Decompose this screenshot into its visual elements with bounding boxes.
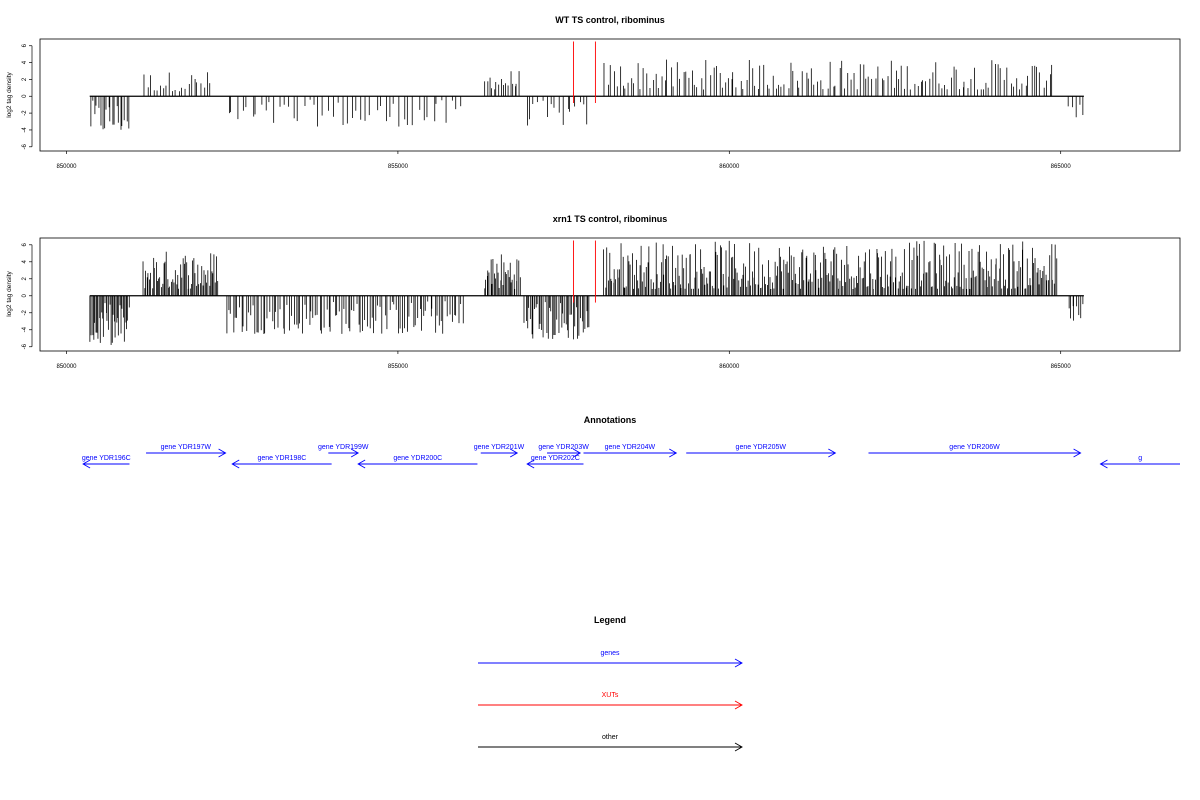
wt-y-tick-label: 2	[22, 77, 28, 81]
wt-x-tick-label: 855000	[388, 164, 409, 170]
gene-label: gene YDR205W	[736, 444, 787, 451]
gene-arrow: gene YDR198C	[231, 455, 332, 469]
gene-arrow: g	[1099, 455, 1180, 469]
gene-arrow-head	[572, 448, 582, 458]
wt-y-tick-label: 0	[22, 94, 28, 98]
gene-arrow-head	[218, 448, 227, 458]
gene-label: gene YDR201W	[474, 444, 525, 451]
gene-label: gene YDR204W	[605, 444, 656, 451]
gene-label: gene YDR203W	[538, 444, 589, 451]
gene-arrow-head	[357, 459, 366, 469]
legend-arrow-head	[734, 742, 743, 752]
legend: Legend genes XUTs other	[478, 615, 743, 752]
xrn1-y-tick-label: 4	[22, 259, 28, 263]
legend-item: XUTs	[478, 692, 743, 710]
gene-arrow: gene YDR205W	[686, 444, 837, 458]
gene-arrow-head	[231, 459, 240, 469]
gene-arrow-head	[1073, 448, 1082, 458]
annotations-title: Annotations	[584, 415, 637, 425]
legend-arrow-head	[734, 658, 743, 668]
xrn1-x-tick-label: 850000	[56, 364, 77, 370]
wt-x-tick-label: 850000	[56, 164, 77, 170]
xrn1-y-axis: 6 4 2 0 -2 -4 -6	[22, 242, 33, 349]
gene-arrow: gene YDR204W	[583, 444, 678, 458]
wt-y-tick-label: -2	[22, 110, 28, 116]
xrn1-x-tick-label: 860000	[719, 364, 740, 370]
xrn1-track-panel: xrn1 TS control, ribominus log2 tag dens…	[6, 214, 1181, 370]
gene-arrow: gene YDR200C	[357, 455, 478, 469]
xrn1-y-tick-label: 0	[22, 293, 28, 297]
legend-item: other	[478, 734, 743, 752]
legend-item: genes	[478, 650, 743, 668]
wt-x-axis: 850000 855000 860000 865000	[56, 151, 1071, 170]
wt-y-tick-label: 6	[22, 43, 28, 47]
xrn1-x-axis: 850000 855000 860000 865000	[56, 351, 1071, 370]
xrn1-x-tick-label: 855000	[388, 364, 409, 370]
xrn1-y-tick-label: 2	[22, 276, 28, 280]
legend-title: Legend	[594, 615, 626, 625]
gene-arrow-head	[526, 459, 535, 469]
gene-arrows: gene YDR196C gene YDR197W gene YDR198C gene…	[82, 444, 1180, 469]
gene-arrow: gene YDR202C	[526, 455, 584, 469]
wt-y-tick-label: -4	[22, 127, 28, 133]
xrn1-plot-frame	[39, 237, 1181, 352]
wt-x-tick-label: 865000	[1051, 164, 1072, 170]
legend-label: other	[602, 734, 619, 741]
legend-arrow-head	[734, 700, 743, 710]
gene-label: gene YDR200C	[393, 455, 442, 462]
gene-label: gene YDR197W	[161, 444, 212, 451]
xrn1-y-tick-label: -4	[22, 326, 28, 332]
gene-arrow: gene YDR206W	[868, 444, 1082, 458]
wt-y-tick-label: 4	[22, 60, 28, 64]
gene-arrow: gene YDR201W	[474, 444, 525, 458]
gene-arrow: gene YDR197W	[146, 444, 227, 458]
xrn1-y-tick-label: -6	[22, 343, 28, 349]
legend-items: genes XUTs other	[478, 650, 743, 752]
gene-arrow: gene YDR203W	[538, 444, 589, 458]
wt-y-axis: 6 4 2 0 -2 -4 -6	[22, 43, 33, 149]
gene-label: g	[1138, 455, 1142, 462]
gene-label: gene YDR202C	[531, 455, 580, 462]
gene-arrow-head	[350, 448, 360, 458]
gene-label: gene YDR196C	[82, 455, 131, 462]
legend-label: XUTs	[602, 692, 619, 699]
wt-coverage-bars	[89, 41, 1084, 130]
legend-label: genes	[600, 650, 620, 657]
xrn1-x-tick-label: 865000	[1051, 364, 1072, 370]
gene-arrow: gene YDR199W	[318, 444, 369, 458]
gene-arrow-head	[669, 448, 678, 458]
xrn1-track-title: xrn1 TS control, ribominus	[553, 214, 668, 224]
wt-y-axis-label: log2 tag density	[6, 71, 13, 117]
gene-arrow: gene YDR196C	[82, 455, 131, 469]
gene-label: gene YDR206W	[949, 444, 1000, 451]
xrn1-coverage-bars	[89, 240, 1084, 345]
gene-label: gene YDR198C	[257, 455, 306, 462]
gene-arrow-head	[82, 459, 91, 469]
wt-track-panel: WT TS control, ribominus log2 tag densit…	[6, 15, 1181, 170]
wt-x-tick-label: 860000	[719, 164, 740, 170]
xrn1-y-axis-label: log2 tag density	[6, 270, 13, 316]
wt-track-title: WT TS control, ribominus	[555, 15, 665, 25]
gene-arrow-head	[509, 448, 519, 458]
gene-arrow-head	[828, 448, 837, 458]
xrn1-y-tick-label: 6	[22, 242, 28, 246]
wt-y-tick-label: -6	[22, 143, 28, 149]
gene-arrow-head	[1099, 459, 1108, 469]
wt-plot-frame	[39, 38, 1181, 152]
gene-label: gene YDR199W	[318, 444, 369, 451]
xrn1-y-tick-label: -2	[22, 309, 28, 315]
